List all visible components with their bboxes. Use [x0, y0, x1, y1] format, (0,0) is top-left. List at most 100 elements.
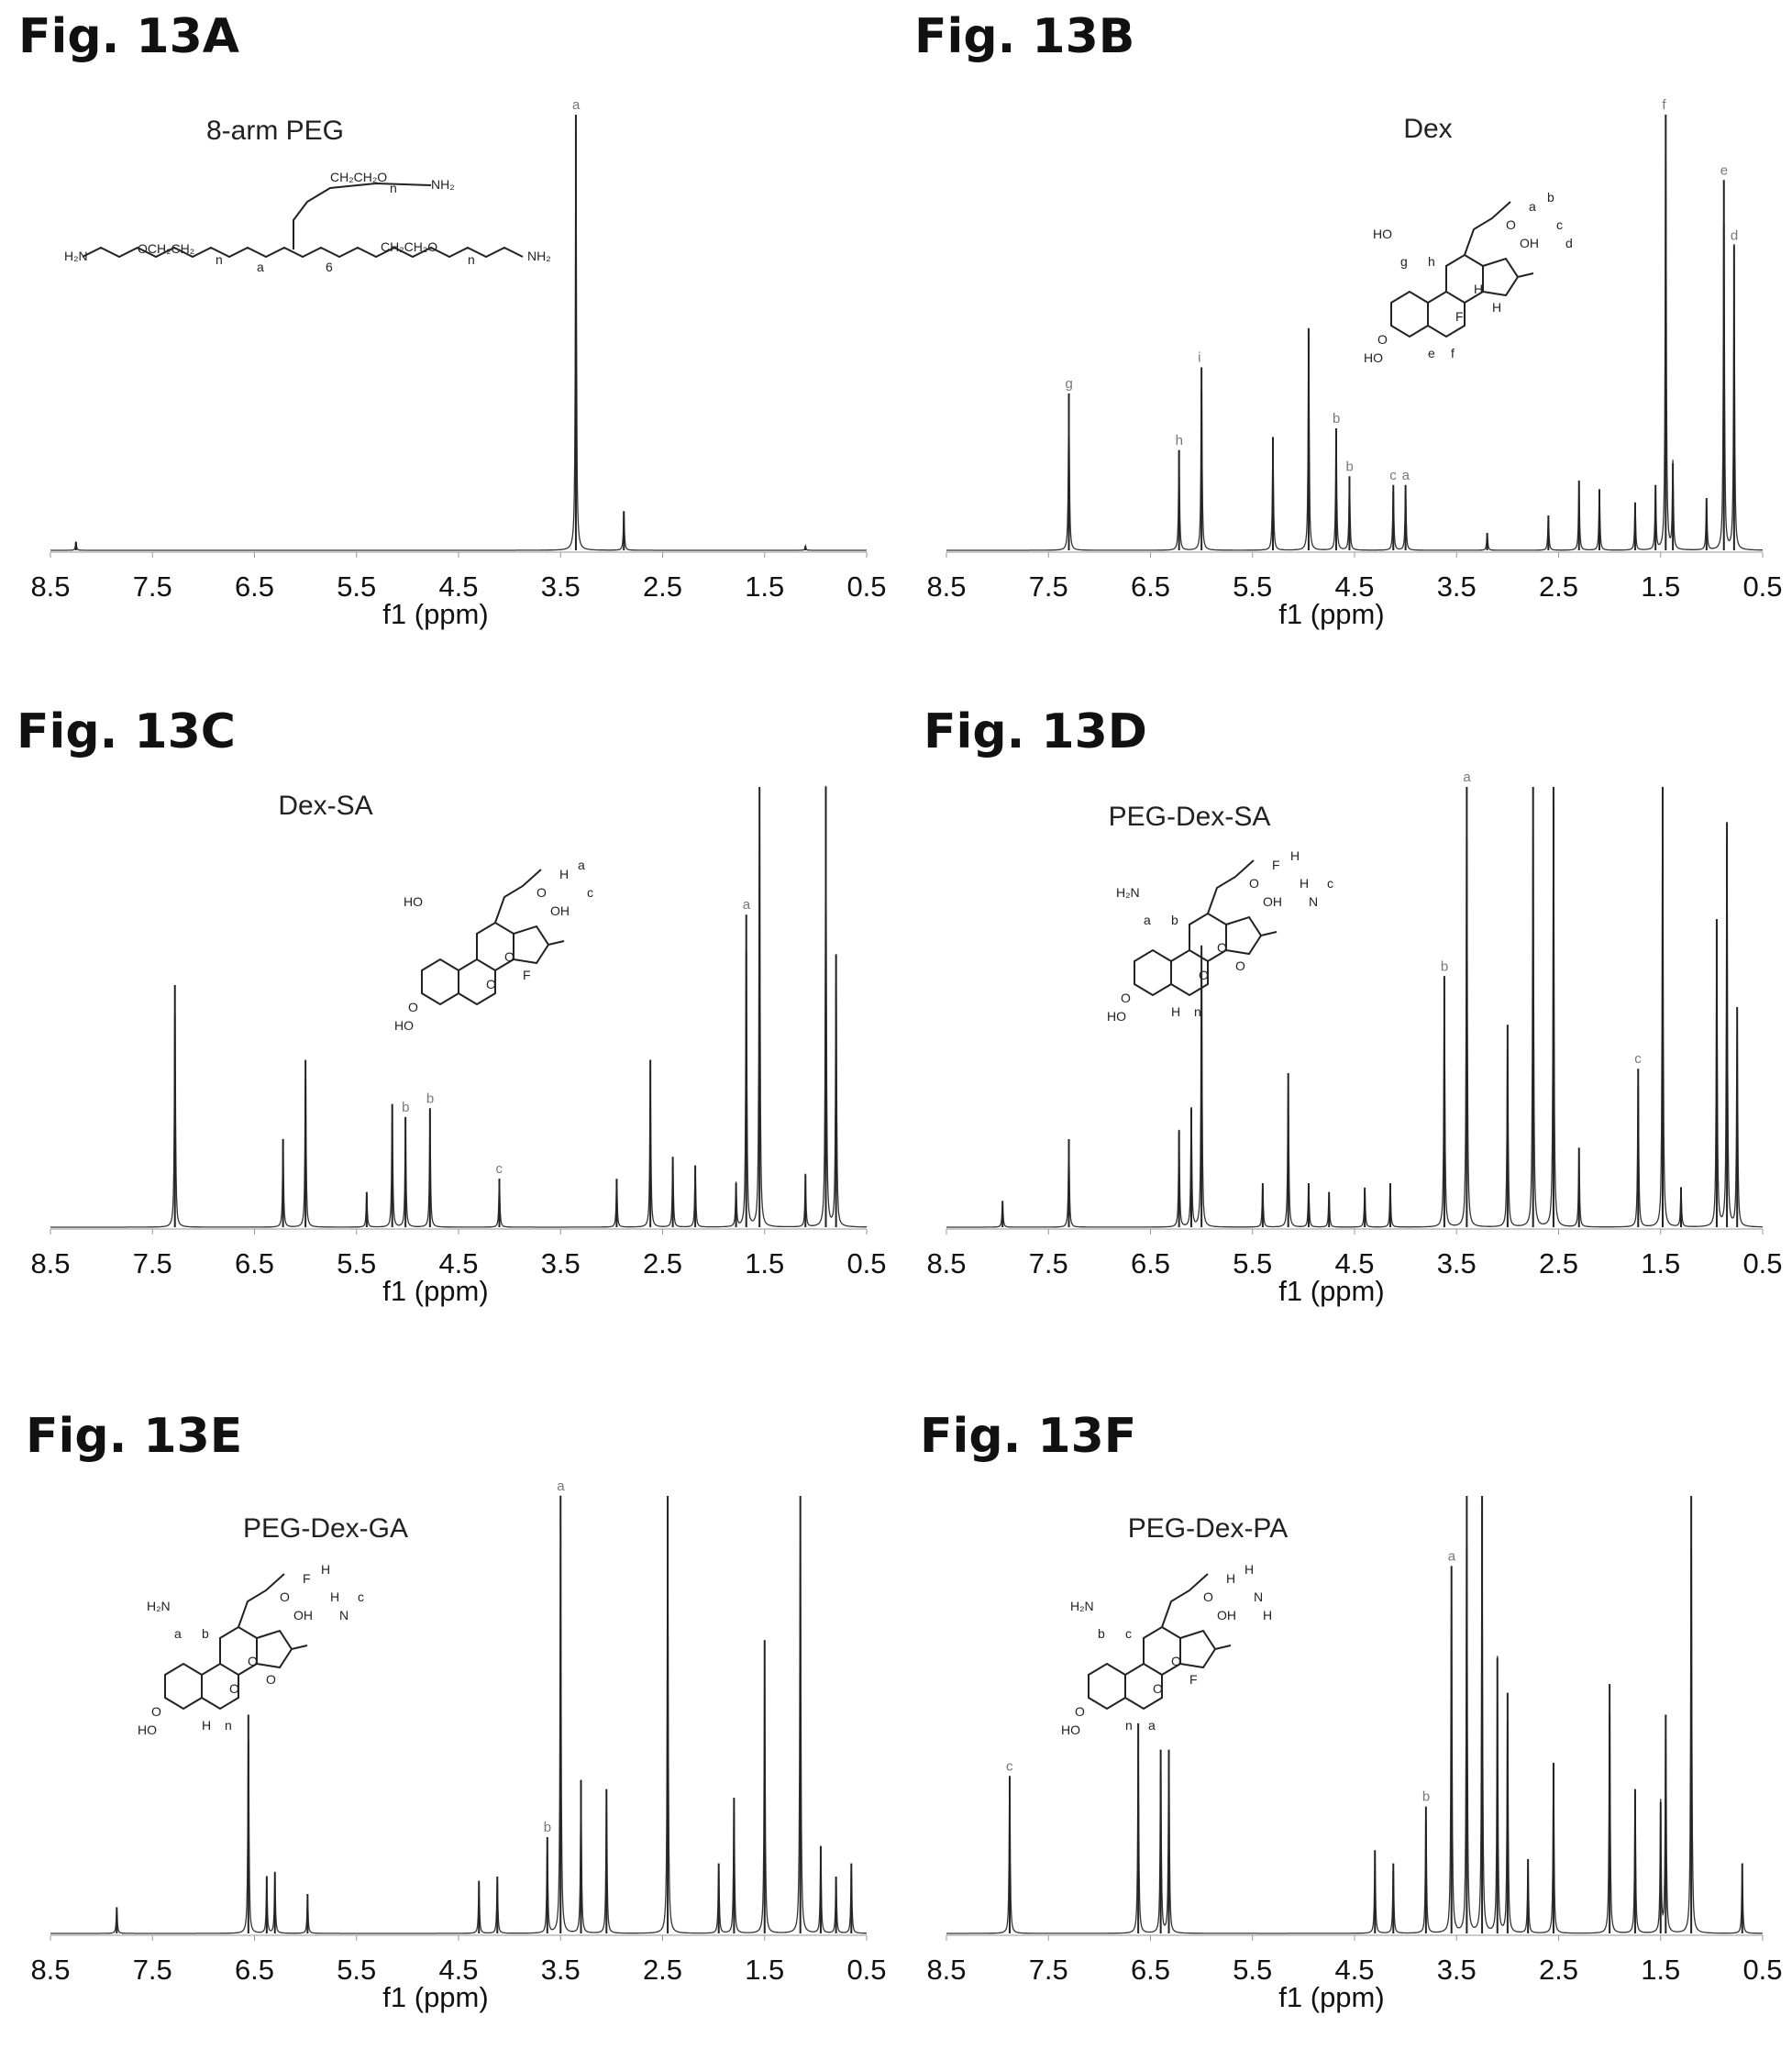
- x-axis-label: f1 (ppm): [1278, 598, 1384, 630]
- x-tick-label: 8.5: [926, 1954, 966, 1986]
- structure-text: O: [408, 1000, 418, 1014]
- structure-text: a: [578, 858, 585, 872]
- structure-text: H: [321, 1562, 330, 1577]
- structure-text: F: [303, 1571, 311, 1586]
- structure-text: HO: [1061, 1722, 1080, 1737]
- x-axis-label: f1 (ppm): [1278, 1981, 1384, 2013]
- x-axis-label: f1 (ppm): [382, 1981, 488, 2013]
- structure-text: H₂N: [1070, 1599, 1094, 1613]
- x-tick-label: 0.5: [846, 1954, 886, 1986]
- structure-text: a: [1148, 1718, 1156, 1733]
- structure-text: O: [1199, 968, 1209, 982]
- x-tick-label: 3.5: [541, 1954, 581, 1986]
- structure-text: f: [1451, 346, 1455, 360]
- structure-text: H: [1474, 282, 1483, 296]
- structure-text: H: [202, 1718, 211, 1733]
- x-tick-label: 8.5: [30, 570, 70, 603]
- structure-text: HO: [138, 1722, 157, 1737]
- structure-text: OCH₂CH₂: [138, 241, 194, 256]
- structure-text: O: [1171, 1654, 1181, 1668]
- structure-text: 6: [326, 260, 333, 274]
- peak-label: a: [1448, 1548, 1456, 1564]
- structure-text: n: [1194, 1004, 1201, 1019]
- structure-text: c: [358, 1589, 364, 1604]
- nmr-spectrum: c b a 8.5 7.5 6.5 5.5 4.5 3.5 2.5 1.5 0.5 f1 (ppm) PE…: [926, 1496, 1783, 2013]
- figure-label: Fig. 13E: [26, 1409, 243, 1464]
- peak-label: e: [1720, 162, 1728, 178]
- structure-text: b: [1098, 1626, 1105, 1641]
- structure-text: H₂N: [147, 1599, 171, 1613]
- x-tick-label: 7.5: [1029, 570, 1068, 603]
- structure-text: H: [1300, 876, 1309, 891]
- x-tick-label: 2.5: [643, 570, 682, 603]
- structure-text: H₂N: [64, 249, 88, 263]
- structure-text: O: [536, 885, 547, 900]
- figure-label: Fig. 13A: [18, 9, 240, 64]
- peak-label: a: [743, 897, 751, 913]
- x-tick-label: 6.5: [235, 1954, 274, 1986]
- spectrum-trace: [50, 128, 867, 551]
- x-tick-label: 5.5: [337, 1954, 376, 1986]
- structure-text: c: [587, 885, 593, 900]
- x-tick-label: 7.5: [1029, 1247, 1068, 1279]
- x-tick-label: 2.5: [1539, 1247, 1578, 1279]
- spectrum-trace: [946, 1509, 1763, 1934]
- x-tick-label: 8.5: [926, 570, 966, 603]
- x-tick-label: 0.5: [1742, 570, 1782, 603]
- structure-text: H: [1226, 1571, 1235, 1586]
- structure-text: H: [1263, 1608, 1272, 1623]
- structure-text: F: [1189, 1672, 1198, 1687]
- x-tick-label: 8.5: [30, 1954, 70, 1986]
- structure-text: H: [1492, 300, 1501, 315]
- structure-text: e: [1428, 346, 1435, 360]
- spectrum-panel-e: Fig. 13E b a 8.5 7.5 6.5 5.5 4.5 3.5 2.5 1.5 0.5 f1 …: [0, 1372, 896, 2058]
- structure-text: OH: [1217, 1608, 1236, 1623]
- structure-text: HO: [404, 894, 423, 909]
- x-tick-label: 2.5: [643, 1247, 682, 1279]
- nmr-spectrum: b a 8.5 7.5 6.5 5.5 4.5 3.5 2.5 1.5 0.5 f1 (ppm) PEG…: [30, 1479, 886, 2013]
- peak-label: h: [1176, 433, 1183, 449]
- peak-label: c: [1006, 1758, 1013, 1774]
- x-tick-label: 5.5: [1233, 1247, 1272, 1279]
- structure-text: H: [1290, 848, 1300, 863]
- x-tick-label: 0.5: [846, 570, 886, 603]
- x-tick-label: 6.5: [235, 570, 274, 603]
- structure-text: b: [202, 1626, 209, 1641]
- spectrum-panel-c: Fig. 13C b b c a 8.5 7.5 6.5 5.5 4.5 3.5 2.5 1.5 0.5 f…: [0, 686, 896, 1372]
- structure-text: H: [330, 1589, 339, 1604]
- structure-text: a: [174, 1626, 182, 1641]
- structure-text: OH: [1263, 894, 1282, 909]
- x-tick-label: 6.5: [1131, 570, 1170, 603]
- peak-label: c: [496, 1161, 503, 1177]
- nmr-spectrum: b a c 8.5 7.5 6.5 5.5 4.5 3.5 2.5 1.5 0.5 f1 (ppm) PE…: [926, 770, 1782, 1307]
- x-tick-label: 1.5: [1641, 1247, 1680, 1279]
- peak-label: b: [1441, 958, 1448, 974]
- structure-text: O: [151, 1704, 161, 1719]
- spectrum-trace: [946, 127, 1763, 551]
- structure-text: c: [1125, 1626, 1132, 1641]
- structure-text: O: [1217, 940, 1227, 955]
- structure-text: O: [1506, 217, 1516, 232]
- structure-text: HO: [1373, 227, 1392, 241]
- structure-text: HO: [394, 1018, 414, 1033]
- structure-text: N: [1254, 1589, 1263, 1604]
- structure-text: n: [468, 252, 475, 267]
- structure-text: F: [523, 968, 531, 982]
- x-tick-label: 4.5: [1334, 570, 1374, 603]
- spectrum-panel-b: Fig. 13B g h i b b c a f e d 8.5 7.5 6.5 5.5 4.5 3.5 2.5 1…: [896, 0, 1792, 686]
- x-tick-label: 8.5: [30, 1247, 70, 1279]
- structure-text: H: [1171, 1004, 1180, 1019]
- structure-text: g: [1400, 254, 1408, 269]
- peak-label: a: [1463, 770, 1471, 785]
- structure-text: O: [1377, 332, 1388, 347]
- nmr-spectrum: a 8.5 7.5 6.5 5.5 4.5 3.5 2.5 1.5 0.5 f1 (ppm) 8-ar…: [30, 97, 886, 630]
- structure-text: HO: [1364, 350, 1383, 365]
- structure-text: O: [280, 1589, 290, 1604]
- structure-text: O: [229, 1681, 239, 1696]
- structure-text: b: [1547, 190, 1554, 205]
